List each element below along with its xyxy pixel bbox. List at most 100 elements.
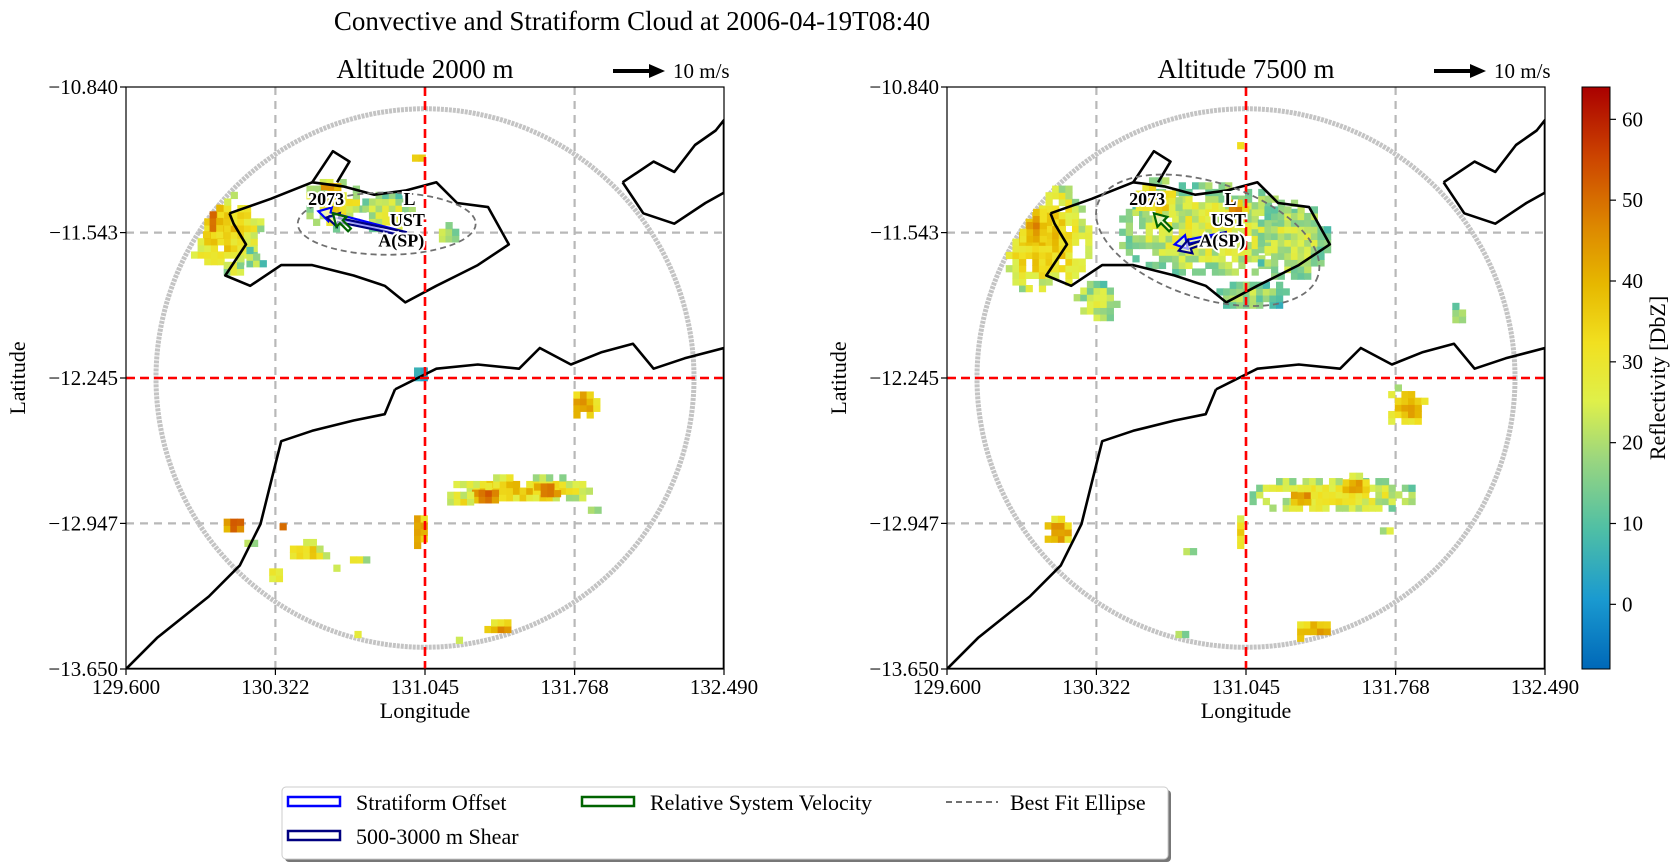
reflectivity-pixel xyxy=(1158,235,1167,243)
reflectivity-pixel xyxy=(593,404,601,412)
reflectivity-pixel xyxy=(382,211,390,219)
coastline-melville xyxy=(224,181,511,304)
reflectivity-pixel xyxy=(1284,259,1292,267)
reflectivity-pixel xyxy=(1271,239,1279,247)
reflectivity-pixel xyxy=(1205,255,1213,263)
reflectivity-pixel xyxy=(1355,497,1363,506)
coastline-mainland xyxy=(947,342,1545,669)
reflectivity-pixel xyxy=(1408,397,1416,405)
reflectivity-pixel xyxy=(202,231,211,239)
reflectivity-pixel xyxy=(1421,397,1429,405)
reflectivity-pixel xyxy=(246,253,254,261)
reflectivity-pixel xyxy=(1315,504,1323,512)
reflectivity-pixel xyxy=(1237,521,1245,530)
reflectivity-pixel xyxy=(223,525,231,533)
x-tick-label: 130.322 xyxy=(1062,675,1130,699)
reflectivity-pixel xyxy=(1012,258,1020,266)
reflectivity-pixel xyxy=(1139,241,1147,250)
reflectivity-pixel xyxy=(1038,271,1047,279)
reflectivity-pixel xyxy=(1355,504,1363,512)
legend: Stratiform Offset Relative System Veloci… xyxy=(281,786,1171,862)
reflectivity-pixel xyxy=(414,535,422,543)
reflectivity-pixel xyxy=(1052,238,1060,246)
reflectivity-pixel xyxy=(1052,231,1060,240)
reflectivity-pixel xyxy=(1375,484,1383,492)
reflectivity-pixel xyxy=(1005,265,1013,273)
reflectivity-pixel xyxy=(1065,192,1073,200)
reflectivity-pixel xyxy=(320,183,329,191)
reflectivity-pixel xyxy=(1258,255,1266,263)
reflectivity-pixel xyxy=(1045,251,1053,260)
reflectivity-pixel xyxy=(519,494,527,502)
ellipse-outline xyxy=(1095,173,1321,307)
reflectivity-pixel xyxy=(1058,185,1066,193)
reflectivity-pixel xyxy=(1057,515,1066,523)
reflectivity-pixel xyxy=(1297,265,1305,274)
reflectivity-pixel xyxy=(1408,484,1416,492)
reflectivity-pixel xyxy=(1379,527,1388,535)
reflectivity-pixel xyxy=(1276,484,1284,492)
reflectivity-pixel xyxy=(395,191,403,200)
reflectivity-pixel xyxy=(1025,271,1033,279)
reflectivity-pixel xyxy=(1368,497,1376,506)
reflectivity-pixel xyxy=(1045,212,1053,220)
object-offset-label: A(SP) xyxy=(1199,230,1245,251)
reflectivity-pixel xyxy=(1290,246,1299,254)
reflectivity-pixel xyxy=(1284,239,1292,247)
reflectivity-pixel xyxy=(539,494,547,502)
reflectivity-pixel xyxy=(217,238,225,246)
reflectivity-pixel xyxy=(1297,627,1305,636)
reflectivity-pixel xyxy=(216,204,224,212)
reflectivity-pixel xyxy=(1244,188,1253,197)
reflectivity-pixel xyxy=(1303,627,1311,636)
reflectivity-pixel xyxy=(1172,261,1180,270)
reflectivity-pixel xyxy=(1058,265,1066,273)
reflectivity-pixel xyxy=(1394,397,1402,405)
reflectivity-pixel xyxy=(1310,259,1318,267)
legend-label: Relative System Velocity xyxy=(650,790,872,815)
reflectivity-pixel xyxy=(512,480,521,489)
reflectivity-pixel xyxy=(408,205,416,213)
legend-label: Best Fit Ellipse xyxy=(1010,790,1146,815)
reflectivity-pixel xyxy=(1100,294,1108,302)
reflectivity-pixel xyxy=(565,480,574,489)
reflectivity-pixel xyxy=(1362,497,1370,506)
reflectivity-pixel xyxy=(1231,195,1239,203)
reflectivity-pixel xyxy=(1297,498,1305,506)
reflectivity-pixel xyxy=(1019,235,1028,243)
reflectivity-pixel xyxy=(237,244,245,253)
radar-crosshair xyxy=(126,87,724,669)
reflectivity-pixel xyxy=(402,205,410,213)
y-tick-label: −10.840 xyxy=(48,75,118,99)
reflectivity-pixel xyxy=(368,198,377,206)
reflectivity-pixel xyxy=(1026,235,1034,243)
reflectivity-pixel xyxy=(1158,248,1167,256)
reflectivity-pixel xyxy=(408,211,416,219)
reflectivity-pixel xyxy=(572,494,580,502)
reflectivity-pixel xyxy=(224,244,232,253)
reflectivity-pixel xyxy=(388,211,397,219)
reflectivity-pixel xyxy=(1205,248,1213,256)
reflectivity-pixel xyxy=(1295,504,1304,512)
reflectivity-pixel xyxy=(1080,287,1088,295)
reflectivity-pixel xyxy=(1100,280,1108,289)
reflectivity-pixel xyxy=(230,525,238,533)
reflectivity-pixel xyxy=(210,231,219,239)
reflectivity-pixel xyxy=(388,205,397,213)
x-tick-label: 131.045 xyxy=(391,675,459,699)
reflectivity-pixel xyxy=(1231,215,1239,223)
reflectivity-pixel xyxy=(1211,241,1220,250)
reflectivity-pixel xyxy=(243,218,252,226)
reflectivity-pixel xyxy=(587,506,596,514)
reflectivity-pixel xyxy=(1257,246,1266,254)
reflectivity-pixel xyxy=(1355,491,1363,499)
reflectivity-pixel xyxy=(504,625,512,634)
reflectivity-pixel xyxy=(1058,245,1066,253)
reflectivity-pixel xyxy=(1145,261,1153,270)
reflectivity-pixel xyxy=(1142,183,1150,192)
reflectivity-pixel xyxy=(553,490,562,498)
reflectivity-pixel xyxy=(1290,199,1299,207)
reflectivity-pixel xyxy=(1019,285,1027,293)
reflectivity-pixel xyxy=(473,480,481,489)
reflectivity-pixel xyxy=(1058,218,1066,226)
